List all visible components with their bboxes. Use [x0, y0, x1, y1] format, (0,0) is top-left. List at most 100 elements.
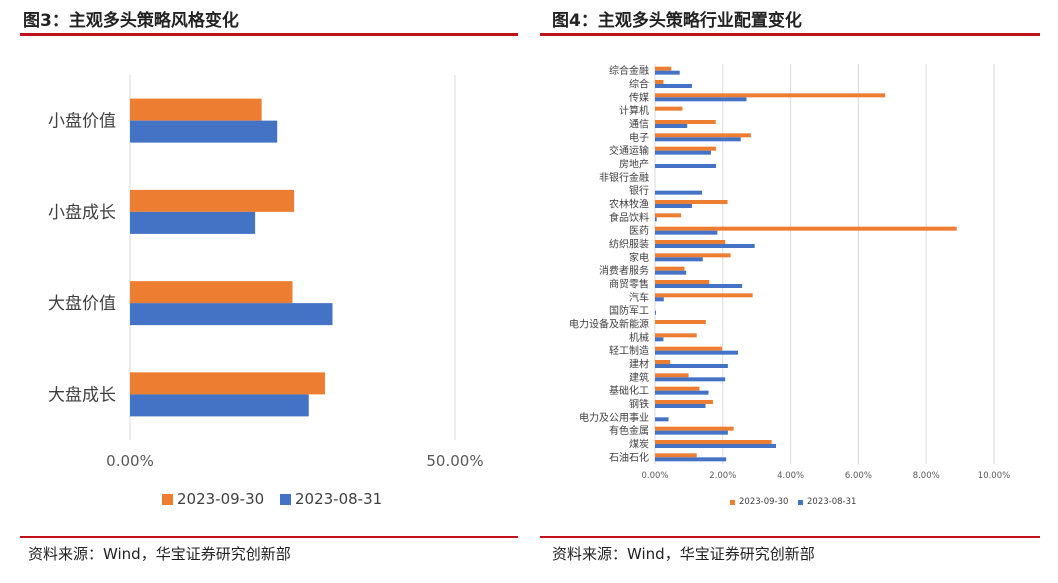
- bar-2023-08-31: [655, 84, 692, 88]
- bar-2023-09-30: [655, 133, 751, 138]
- x-tick-label: 4.00%: [777, 471, 804, 481]
- bar-2023-08-31: [655, 217, 657, 222]
- legend-swatch: [730, 500, 735, 505]
- bar-2023-09-30: [655, 66, 672, 71]
- bar-2023-08-31: [655, 390, 709, 395]
- bar-2023-09-30: [655, 240, 726, 244]
- right-chart-title: 图4：主观多头策略行业配置变化: [552, 11, 802, 31]
- category-label: 交通运输: [609, 144, 649, 157]
- bar-2023-08-31: [655, 297, 664, 302]
- bar-2023-08-31: [655, 337, 664, 342]
- legend-label: 2023-09-30: [739, 497, 788, 507]
- category-label: 轻工制造: [609, 344, 649, 357]
- category-label: 综合金融: [609, 64, 649, 77]
- category-label: 商贸零售: [609, 278, 649, 291]
- category-label: 小盘价值: [48, 112, 116, 132]
- bar-2023-09-30: [655, 293, 753, 298]
- x-tick-label: 6.00%: [845, 471, 872, 481]
- bar-2023-08-31: [655, 164, 717, 168]
- bar-2023-09-30: [655, 93, 886, 98]
- bar-2023-08-31: [130, 120, 278, 143]
- bar-2023-08-31: [655, 150, 711, 155]
- bar-2023-08-31: [655, 310, 657, 315]
- category-label: 银行: [629, 184, 649, 197]
- bar-2023-09-30: [655, 360, 671, 364]
- bar-2023-09-30: [655, 146, 717, 151]
- bar-2023-09-30: [130, 372, 325, 395]
- bar-2023-09-30: [655, 320, 706, 324]
- category-label: 综合: [629, 78, 649, 91]
- category-label: 有色金属: [609, 424, 649, 437]
- category-label: 食品饮料: [609, 211, 649, 224]
- bar-2023-08-31: [130, 211, 256, 234]
- legend-label: 2023-08-31: [295, 490, 382, 508]
- bar-2023-09-30: [130, 189, 295, 212]
- bar-2023-08-31: [655, 70, 680, 75]
- bar-2023-09-30: [655, 226, 957, 231]
- category-label: 钢铁: [629, 398, 649, 411]
- legend-label: 2023-09-30: [177, 490, 264, 508]
- category-label: 电力及公用事业: [579, 411, 649, 424]
- bar-2023-08-31: [655, 444, 777, 448]
- bar-2023-08-31: [655, 230, 718, 235]
- category-label: 消费者服务: [599, 264, 649, 277]
- category-label: 纺织服装: [609, 238, 649, 251]
- category-label: 建筑: [629, 371, 649, 384]
- x-tick-label: 8.00%: [913, 471, 940, 481]
- bar-2023-08-31: [655, 97, 747, 102]
- category-label: 机械: [629, 331, 649, 344]
- bar-2023-08-31: [655, 257, 703, 262]
- bar-2023-08-31: [655, 430, 728, 435]
- bar-2023-09-30: [655, 440, 772, 444]
- bar-2023-08-31: [655, 204, 692, 208]
- x-tick-label: 50.00%: [426, 452, 483, 470]
- bar-2023-08-31: [130, 394, 309, 417]
- bar-2023-08-31: [655, 190, 703, 195]
- bar-2023-08-31: [130, 303, 333, 326]
- bar-2023-09-30: [655, 373, 689, 378]
- category-label: 传媒: [629, 92, 649, 104]
- bar-2023-09-30: [655, 280, 710, 284]
- bar-2023-08-31: [655, 270, 687, 275]
- bar-2023-09-30: [655, 333, 697, 338]
- category-label: 房地产: [619, 158, 649, 171]
- left-source-rule: [20, 536, 518, 538]
- bar-2023-09-30: [655, 426, 734, 431]
- legend-swatch: [798, 500, 803, 505]
- bar-2023-09-30: [655, 453, 697, 458]
- category-label: 医药: [629, 225, 649, 237]
- category-label: 计算机: [619, 104, 649, 117]
- bar-2023-09-30: [655, 200, 728, 204]
- category-label: 家电: [629, 251, 649, 264]
- category-label: 基础化工: [609, 384, 649, 397]
- bar-2023-08-31: [655, 457, 727, 462]
- right-title-rule: [540, 33, 1040, 36]
- right-source-rule: [540, 536, 1040, 538]
- x-tick-label: 0.00%: [106, 452, 154, 470]
- x-tick-label: 10.00%: [978, 471, 1010, 481]
- category-label: 国防军工: [609, 304, 649, 317]
- bar-2023-09-30: [655, 386, 700, 391]
- bar-2023-09-30: [655, 266, 685, 271]
- bar-2023-09-30: [655, 106, 683, 111]
- category-label: 小盘成长: [48, 203, 116, 223]
- bar-2023-08-31: [655, 124, 688, 128]
- legend-swatch: [162, 494, 173, 505]
- category-label: 大盘成长: [48, 385, 116, 405]
- category-label: 通信: [629, 119, 649, 131]
- left-source-note: 资料来源：Wind，华宝证券研究创新部: [28, 545, 291, 563]
- left-title-rule: [20, 33, 518, 36]
- bar-2023-09-30: [130, 98, 262, 121]
- category-label: 电力设备及新能源: [569, 318, 649, 331]
- legend-swatch: [280, 494, 291, 505]
- bar-2023-08-31: [655, 377, 726, 382]
- bar-2023-08-31: [655, 244, 755, 248]
- bar-2023-09-30: [655, 120, 716, 124]
- bar-2023-08-31: [655, 284, 743, 288]
- bar-2023-08-31: [655, 404, 706, 408]
- category-label: 大盘价值: [48, 294, 116, 314]
- left-chart-title: 图3：主观多头策略风格变化: [23, 11, 239, 31]
- category-label: 煤炭: [629, 438, 649, 451]
- bar-2023-09-30: [655, 400, 713, 404]
